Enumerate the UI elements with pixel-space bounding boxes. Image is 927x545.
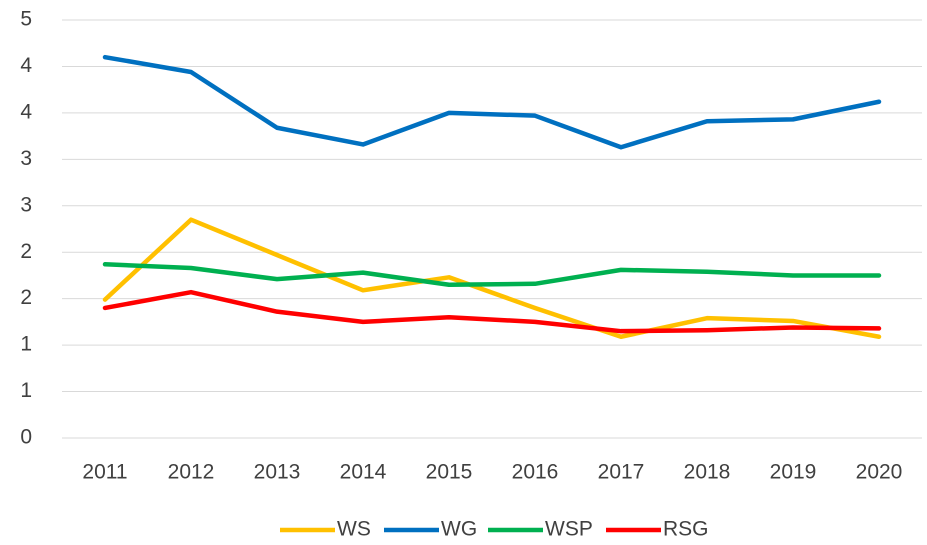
x-tick-label: 2012	[168, 461, 215, 484]
legend-label: WS	[337, 518, 371, 541]
line-series	[102, 262, 882, 287]
x-tick-label: 2016	[512, 461, 559, 484]
legend-label: WSP	[545, 518, 593, 541]
y-tick-label: 1	[20, 333, 32, 356]
y-tick-label: 0	[20, 426, 32, 449]
legend-label: WG	[441, 518, 477, 541]
line-series	[102, 54, 882, 150]
x-tick-label: 2020	[856, 461, 903, 484]
y-tick-label: 4	[20, 100, 32, 123]
y-tick-label: 4	[20, 54, 32, 77]
x-tick-label: 2011	[82, 461, 127, 484]
y-tick-label: 1	[20, 379, 32, 402]
x-tick-label: 2013	[254, 461, 301, 484]
x-tick-label: 2014	[340, 461, 387, 484]
y-tick-label: 2	[20, 286, 32, 309]
legend-label: RSG	[663, 518, 709, 541]
x-tick-label: 2017	[598, 461, 645, 484]
x-tick-label: 2018	[684, 461, 731, 484]
y-tick-label: 3	[20, 147, 32, 170]
line-series	[102, 289, 882, 334]
x-tick-label: 2019	[770, 461, 817, 484]
x-tick-label: 2015	[426, 461, 473, 484]
y-tick-label: 3	[20, 193, 32, 216]
y-tick-label: 2	[20, 240, 32, 263]
line-series	[102, 217, 882, 340]
y-tick-label: 5	[20, 8, 32, 31]
